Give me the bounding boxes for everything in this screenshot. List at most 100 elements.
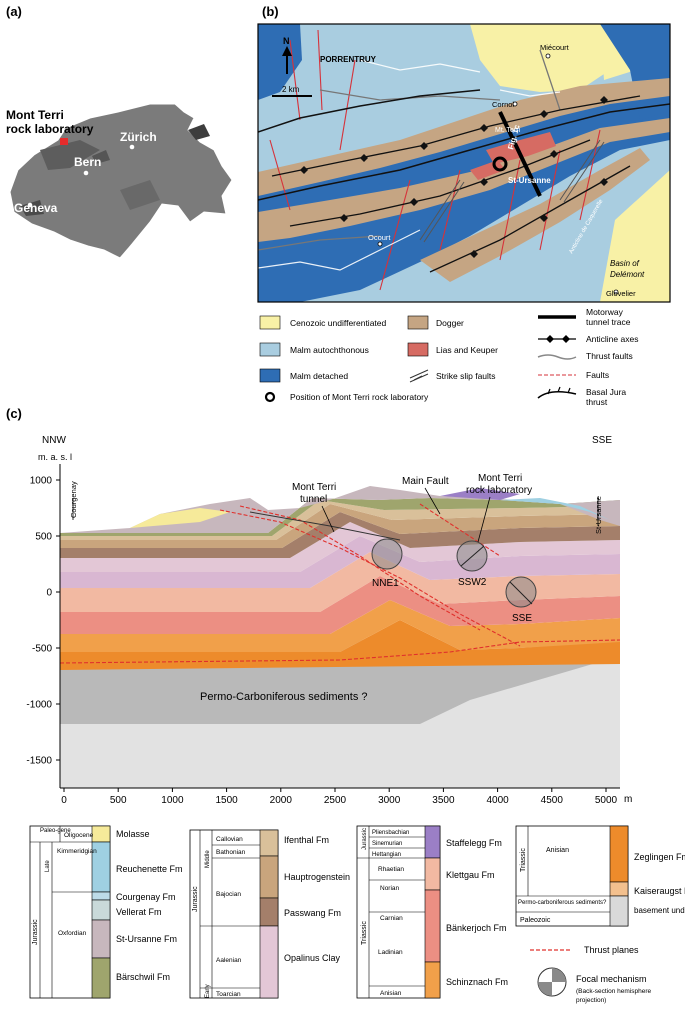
- x-tick-label: 3500: [432, 795, 455, 806]
- site-label-line1: Mont Terri: [6, 108, 64, 122]
- scale-label: 2 km: [282, 85, 300, 94]
- x-tick-label: 500: [110, 795, 127, 806]
- place-basin: Basin of: [610, 259, 640, 268]
- x-tick-label: 2500: [324, 795, 347, 806]
- city-geneva: Geneva: [14, 201, 58, 215]
- y-tick-label: 500: [35, 532, 52, 543]
- legend-faults: Faults: [586, 370, 609, 380]
- col3-unit-staffelegg: Staffelegg Fm: [446, 838, 502, 848]
- col4-unit-kaiseraugst: Kaiseraugst Fm: [634, 886, 685, 896]
- col3-unit-schinznach: Schinznach Fm: [446, 977, 508, 987]
- lab-label-2: rock laboratory: [466, 485, 532, 496]
- col1-oligocene: Oligocene: [64, 832, 94, 839]
- col4-unit-zeglingen: Zeglingen Fm: [634, 852, 685, 862]
- y-tick-label: 0: [46, 588, 52, 599]
- y-tick-label: -500: [32, 644, 52, 655]
- y-unit-label: m. a. s. l: [38, 452, 72, 462]
- col2-jurassic: Jurassic: [192, 886, 199, 912]
- lab-position-marker: [492, 156, 508, 172]
- st-ursanne-label: St-Ursanne: [594, 496, 603, 534]
- col1-kimmeridgian: Kimmeridgian: [57, 848, 97, 855]
- north-label: N: [283, 36, 290, 46]
- tunnel-label-1: Mont Terri: [292, 482, 336, 493]
- col3-hettangian: Hettangian: [372, 852, 401, 858]
- col2-early: Early: [205, 984, 211, 998]
- motorway-tunnel-trace: [498, 111, 542, 197]
- y-tick-label: -1000: [26, 700, 52, 711]
- strat-column-4: [515, 825, 629, 927]
- col1-unit-st-ursanne: St-Ursanne Fm: [116, 934, 177, 944]
- map-legend: Cenozoic undifferentiated Malm autochtho…: [259, 307, 638, 407]
- col3-unit-bankerjoch: Bänkerjoch Fm: [446, 923, 507, 933]
- x-tick-label: 4000: [486, 795, 509, 806]
- col1-unit-reuchenette: Reuchenette Fm: [116, 864, 183, 874]
- col3-pliensbachian: Pliensbachian: [372, 830, 409, 836]
- north-arrow-icon: [282, 46, 292, 74]
- place-glovelier: Glovelier: [606, 289, 636, 298]
- place-cornol: Cornol: [492, 100, 514, 109]
- place-mont-terri: Mt. Terri: [495, 127, 521, 134]
- col2-bajocian: Bajocian: [216, 891, 241, 898]
- col3-anisian: Anisian: [380, 990, 402, 997]
- col1-unit-molasse: Molasse: [116, 829, 150, 839]
- col4-permo: Permo-carboniferous sediments?: [518, 900, 607, 906]
- col1-jurassic: Jurassic: [32, 919, 39, 945]
- focal-ssw2: SSW2: [458, 577, 487, 588]
- col2-unit-ifenthal: Ifenthal Fm: [284, 835, 329, 845]
- section-axes: [56, 464, 620, 792]
- place-ocourt: Ocourt: [368, 233, 391, 242]
- focal-label-2: (Back-section hemisphere: [576, 988, 652, 995]
- legend-malm-detached: Malm detached: [290, 371, 348, 381]
- focal-nne1: NNE1: [372, 578, 399, 589]
- legend-position: Position of Mont Terri rock laboratory: [290, 392, 429, 402]
- legend-strike-slip: Strike slip faults: [436, 371, 496, 381]
- y-tick-label: 1000: [30, 476, 53, 487]
- lab-location-marker: [60, 138, 68, 145]
- col3-carnian: Carnian: [380, 915, 403, 922]
- strat-column-3: [356, 825, 441, 999]
- col2-toarcian: Toarcian: [216, 991, 241, 998]
- place-delemont: Delémont: [610, 270, 645, 279]
- col2-unit-opalinus: Opalinus Clay: [284, 953, 341, 963]
- panel-b-label: (b): [262, 4, 279, 19]
- legend-malm-auto: Malm autochthonous: [290, 345, 369, 355]
- legend-thrust: Thrust faults: [586, 351, 633, 361]
- x-tick-label: 0: [61, 795, 67, 806]
- permo-label: Permo-Carboniferous sediments ?: [200, 691, 368, 703]
- geological-map: [258, 24, 670, 302]
- legend-tunnel-trace: tunnel trace: [586, 317, 631, 327]
- col3-norian: Norian: [380, 885, 400, 892]
- x-tick-label: 3000: [378, 795, 401, 806]
- legend-anticline: Anticline axes: [586, 334, 638, 344]
- thrust-plane-lines: [60, 503, 620, 664]
- legend-cenozoic: Cenozoic undifferentiated: [290, 318, 387, 328]
- col1-unit-barschwil: Bärschwil Fm: [116, 972, 170, 982]
- col3-rhaetian: Rhaetian: [378, 866, 404, 873]
- col2-middle: Middle: [205, 850, 211, 868]
- legend-dogger: Dogger: [436, 318, 464, 328]
- col4-unit-basement: basement undifferentiated: [634, 906, 685, 915]
- focal-sse: SSE: [512, 613, 532, 624]
- cross-section: [60, 486, 620, 788]
- strat-column-2: [189, 829, 279, 999]
- legend-basal-jura: Basal Jura: [586, 387, 626, 397]
- col1-oxfordian: Oxfordian: [58, 930, 87, 937]
- x-tick-label: 1500: [215, 795, 238, 806]
- x-tick-label: 5000: [595, 795, 618, 806]
- legend-basal-thrust: thrust: [586, 397, 608, 407]
- x-tick-label: 4500: [541, 795, 564, 806]
- col2-unit-passwang: Passwang Fm: [284, 908, 341, 918]
- col2-unit-hauptrogenstein: Hauptrogenstein: [284, 872, 350, 882]
- panel-c-label: (c): [6, 406, 22, 421]
- y-tick-labels: 1000 500 0 -500 -1000 -1500: [26, 476, 52, 767]
- panel-a-label: (a): [6, 4, 22, 19]
- col1-paleogene: Paleo-gene: [40, 828, 71, 834]
- dir-right: SSE: [592, 435, 612, 446]
- switzerland-map: [9, 103, 233, 259]
- main-fault-label: Main Fault: [402, 476, 449, 487]
- tunnel-label-2: tunnel: [300, 494, 327, 505]
- col1-unit-vellerat: Vellerat Fm: [116, 907, 162, 917]
- focal-label-1: Focal mechanism: [576, 974, 647, 984]
- courgenay-label: Courgenay: [69, 481, 78, 518]
